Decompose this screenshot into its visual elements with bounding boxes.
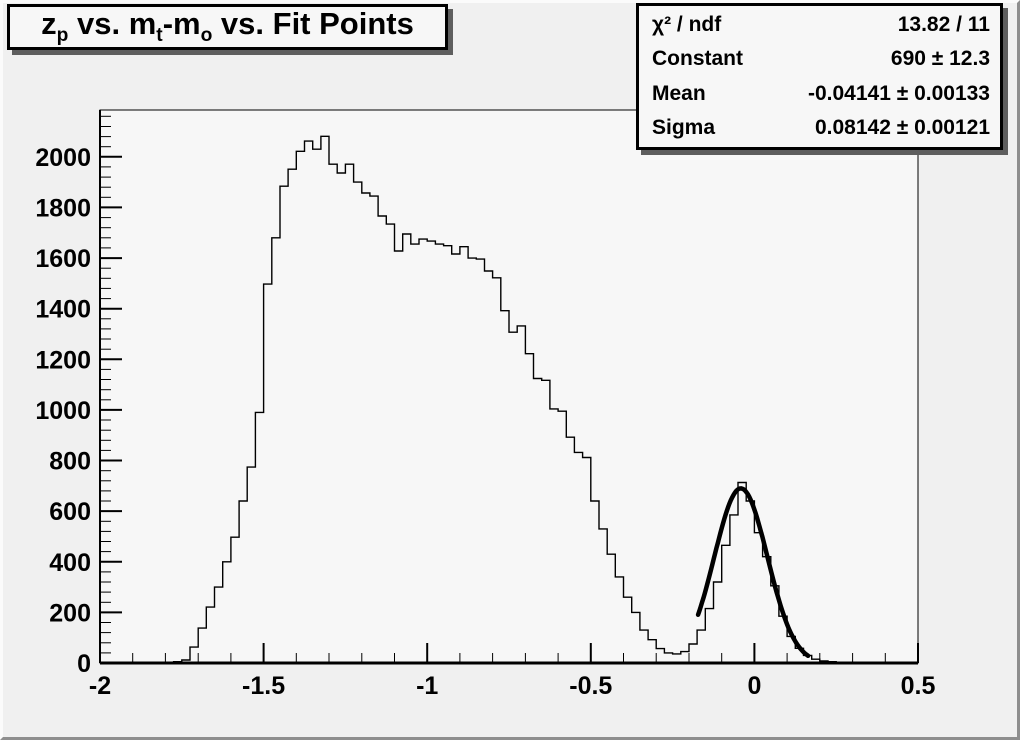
title-subscript: p xyxy=(56,25,69,47)
fit-curve xyxy=(695,486,811,659)
y-tick-label: 1200 xyxy=(35,346,91,374)
stats-value-chi2: 13.82 / 11 xyxy=(897,13,990,37)
stats-label-sigma: Sigma xyxy=(652,115,716,139)
stats-row-chi2: χ² / ndf 13.82 / 11 xyxy=(639,8,1000,42)
stats-value-mean: -0.04141 ± 0.00133 xyxy=(807,81,990,105)
x-tick-label: -1 xyxy=(416,672,438,700)
plot-frame xyxy=(99,109,919,664)
title-segment: -m xyxy=(162,6,201,42)
y-tick-label: 2000 xyxy=(35,144,91,172)
stats-row-mean: Mean -0.04141 ± 0.00133 xyxy=(639,77,1000,111)
plot-title-box: zp vs. mt-mo vs. Fit Points xyxy=(7,4,448,50)
stats-label-chi2: χ² / ndf xyxy=(652,13,722,37)
title-segment: vs. Fit Points xyxy=(212,6,414,42)
stats-row-sigma: Sigma 0.08142 ± 0.00121 xyxy=(639,111,1000,145)
histogram-plot: 0 200 400 600 800 1000 1200 1400 1600 1800 2000 -2 -… xyxy=(35,109,936,700)
stats-label-mean: Mean xyxy=(652,81,706,105)
x-tick-label: 0 xyxy=(747,672,761,700)
title-segment: vs. m xyxy=(68,6,157,42)
y-tick-label: 1600 xyxy=(35,245,91,273)
title-subscript: t xyxy=(156,25,163,47)
y-tick-label: 200 xyxy=(49,599,91,627)
page-title: zp vs. mt-mo vs. Fit Points xyxy=(41,6,414,47)
title-subscript: o xyxy=(200,25,213,47)
stats-row-constant: Constant 690 ± 12.3 xyxy=(639,42,1000,76)
x-tick-label: -2 xyxy=(89,672,111,700)
y-tick-label: 0 xyxy=(77,650,91,678)
x-tick-label: -0.5 xyxy=(569,672,612,700)
x-tick-label: 0.5 xyxy=(901,672,936,700)
y-tick-label: 1400 xyxy=(35,296,91,324)
y-tick-label: 800 xyxy=(49,448,91,476)
y-tick-label: 600 xyxy=(49,498,91,526)
title-segment: z xyxy=(41,6,57,42)
y-tick-label: 1800 xyxy=(35,194,91,222)
y-tick-label: 400 xyxy=(49,549,91,577)
stats-value-sigma: 0.08142 ± 0.00121 xyxy=(814,115,990,139)
stats-value-constant: 690 ± 12.3 xyxy=(890,47,990,71)
stats-label-constant: Constant xyxy=(652,47,743,71)
y-tick-label: 1000 xyxy=(35,397,91,425)
x-tick-label: -1.5 xyxy=(242,672,285,700)
fit-stats-box: χ² / ndf 13.82 / 11 Constant 690 ± 12.3 … xyxy=(636,3,1003,150)
